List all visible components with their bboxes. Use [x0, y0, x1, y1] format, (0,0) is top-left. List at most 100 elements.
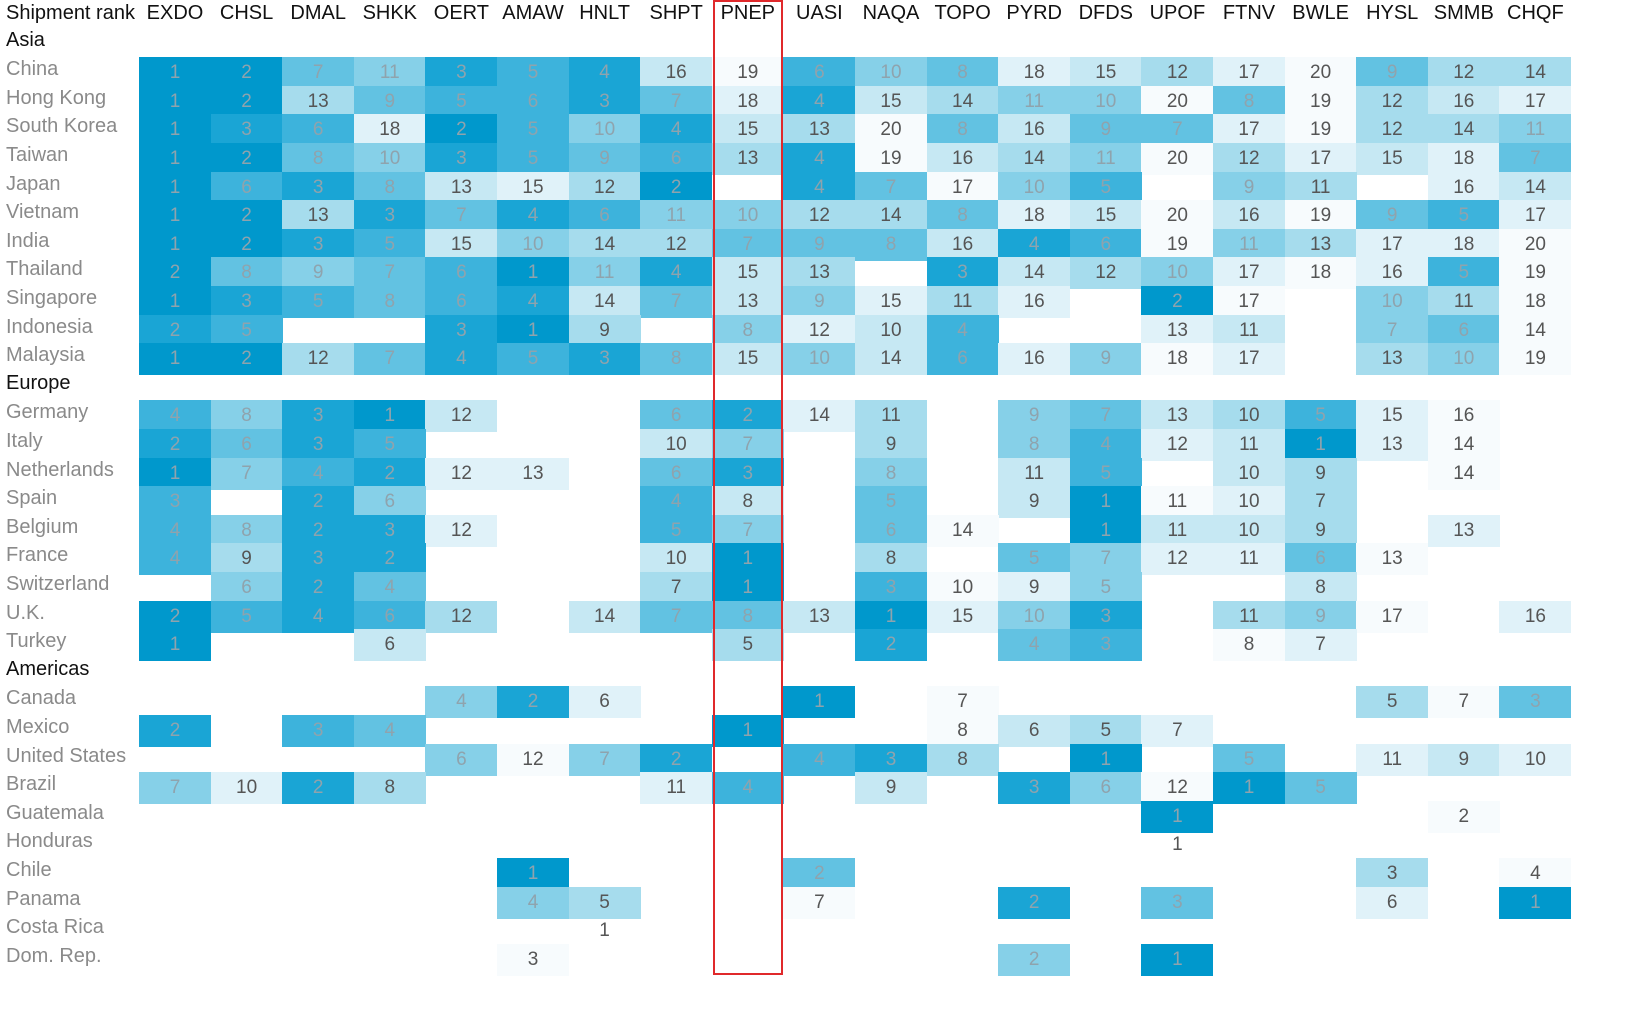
heatmap-cell: 14 [926, 85, 999, 118]
heatmap-cell: 12 [1141, 543, 1214, 576]
heatmap-cell: 7 [1284, 486, 1357, 519]
heatmap-cell: 7 [1141, 114, 1214, 147]
heatmap-cell: 6 [497, 85, 569, 118]
heatmap-cell: 7 [640, 85, 713, 118]
heatmap-cell: 12 [1356, 114, 1429, 147]
heatmap-cell: 8 [855, 543, 927, 576]
heatmap-cell: 1 [139, 285, 211, 318]
heatmap-cell: 6 [210, 571, 283, 604]
heatmap-cell: 2 [711, 400, 784, 433]
heatmap-cell: 12 [783, 314, 856, 347]
heatmap-cell: 17 [1284, 142, 1357, 175]
heatmap-cell: 3 [282, 228, 355, 261]
heatmap-cell: 15 [855, 85, 927, 118]
heatmap-cell: 10 [998, 600, 1071, 633]
heatmap-cell: 12 [1427, 57, 1500, 90]
heatmap-cell: 9 [855, 772, 927, 805]
heatmap-cell: 6 [210, 428, 283, 461]
heatmap-cell: 19 [711, 57, 784, 90]
chart-title: Shipment rank [6, 2, 135, 24]
heatmap-cell: 1 [711, 714, 784, 747]
heatmap-cell: 14 [1427, 457, 1500, 490]
heatmap-cell: 17 [1213, 285, 1285, 318]
heatmap-cell: 3 [1069, 629, 1142, 662]
heatmap-cell: 2 [139, 600, 211, 633]
heatmap-cell: 6 [640, 400, 713, 433]
heatmap-cell: 11 [1213, 600, 1285, 633]
heatmap-cell: 5 [568, 886, 641, 919]
heatmap-cell: 5 [1069, 171, 1142, 204]
heatmap-cell: 17 [1356, 600, 1429, 633]
heatmap-cell: 4 [353, 571, 426, 604]
heatmap-cell: 4 [998, 629, 1071, 662]
heatmap-cell: 17 [1213, 114, 1285, 147]
heatmap-cell: 14 [783, 400, 856, 433]
heatmap-cell: 2 [139, 257, 211, 290]
column-header-bwle: BWLE [1292, 2, 1349, 24]
heatmap-cell: 14 [998, 257, 1071, 290]
heatmap-cell: 7 [711, 428, 784, 461]
heatmap-cell: 10 [1213, 457, 1285, 490]
heatmap-cell: 11 [353, 57, 426, 90]
heatmap-cell: 4 [139, 543, 211, 576]
heatmap-cell: 13 [282, 200, 355, 233]
heatmap-cell: 1 [855, 600, 927, 633]
heatmap-cell: 5 [353, 228, 426, 261]
heatmap-cell: 11 [998, 85, 1071, 118]
heatmap-cell: 2 [640, 743, 713, 776]
column-header-dfds: DFDS [1078, 2, 1134, 24]
heatmap-cell: 15 [711, 257, 784, 290]
heatmap-cell: 5 [353, 428, 426, 461]
heatmap-cell: 11 [998, 457, 1071, 490]
row-label: Honduras [6, 830, 93, 853]
heatmap-cell: 6 [568, 200, 641, 233]
row-label: Costa Rica [6, 916, 104, 939]
heatmap-cell: 10 [711, 200, 784, 233]
heatmap-cell: 12 [1213, 142, 1285, 175]
heatmap-cell: 15 [711, 114, 784, 147]
heatmap-cell: 3 [353, 200, 426, 233]
row-label: Guatemala [6, 801, 104, 824]
heatmap-cell: 5 [282, 285, 355, 318]
heatmap-cell: 9 [1069, 114, 1142, 147]
heatmap-cell: 9 [1284, 600, 1357, 633]
heatmap-cell: 7 [1499, 142, 1572, 175]
heatmap-cell: 5 [497, 114, 569, 147]
heatmap-cell: 18 [1141, 343, 1214, 376]
heatmap-cell: 7 [425, 200, 498, 233]
heatmap-cell: 9 [1356, 57, 1429, 90]
heatmap-cell: 6 [926, 343, 999, 376]
heatmap-cell: 10 [1213, 486, 1285, 519]
heatmap-cell: 3 [711, 457, 784, 490]
row-label: Chile [6, 858, 52, 881]
heatmap-cell: 2 [497, 686, 569, 719]
heatmap-cell: 19 [1284, 114, 1357, 147]
row-label: Japan [6, 172, 61, 195]
heatmap-cell: 1 [1172, 834, 1183, 856]
heatmap-cell: 14 [1427, 114, 1500, 147]
heatmap-cell: 1 [139, 85, 211, 118]
heatmap-cell: 18 [1284, 257, 1357, 290]
heatmap-cell: 7 [353, 257, 426, 290]
heatmap-cell: 6 [640, 457, 713, 490]
heatmap-cell: 4 [497, 886, 569, 919]
heatmap-cell: 3 [210, 114, 283, 147]
heatmap-cell: 8 [711, 486, 784, 519]
heatmap-cell: 1 [353, 400, 426, 433]
heatmap-cell: 4 [497, 200, 569, 233]
heatmap-cell: 8 [711, 600, 784, 633]
heatmap-cell: 4 [425, 343, 498, 376]
heatmap-cell: 7 [711, 228, 784, 261]
heatmap-cell: 2 [210, 228, 283, 261]
column-header-upof: UPOF [1149, 2, 1206, 24]
heatmap-cell: 16 [1427, 400, 1500, 433]
heatmap-cell: 7 [926, 686, 999, 719]
heatmap-cell: 2 [210, 57, 283, 90]
group-header-asia: Asia [6, 29, 45, 51]
heatmap-cell: 5 [210, 600, 283, 633]
heatmap-cell: 18 [1427, 142, 1500, 175]
heatmap-cell: 11 [1213, 228, 1285, 261]
heatmap-cell: 4 [783, 142, 856, 175]
heatmap-cell: 3 [1356, 857, 1429, 890]
column-header-amaw: AMAW [502, 2, 564, 24]
